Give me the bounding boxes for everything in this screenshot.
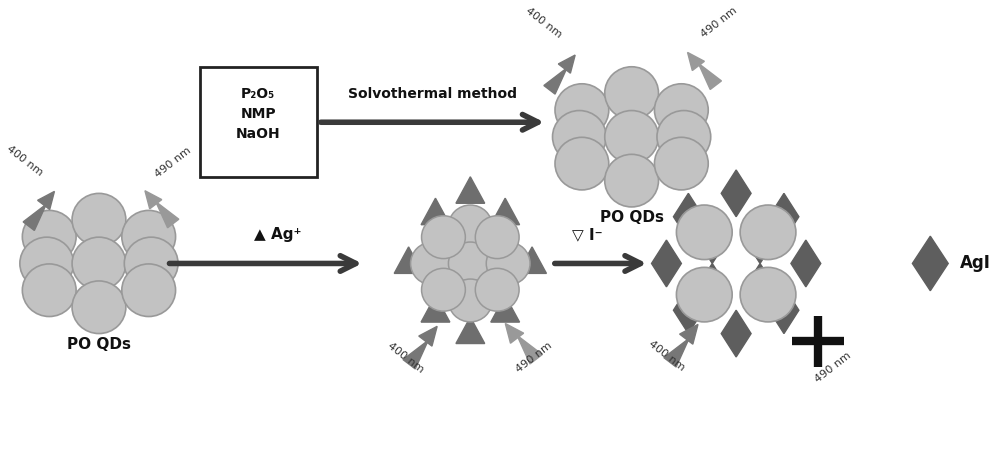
Polygon shape: [652, 240, 681, 287]
Circle shape: [122, 264, 176, 316]
Circle shape: [411, 242, 454, 285]
Circle shape: [605, 154, 658, 207]
Circle shape: [20, 237, 74, 290]
Polygon shape: [145, 191, 179, 228]
Polygon shape: [456, 177, 485, 203]
Text: PO QDs: PO QDs: [600, 210, 664, 225]
Polygon shape: [745, 263, 775, 310]
Circle shape: [486, 242, 530, 285]
Circle shape: [422, 268, 465, 311]
Polygon shape: [912, 236, 948, 291]
Polygon shape: [544, 55, 575, 94]
Polygon shape: [421, 198, 450, 225]
Polygon shape: [23, 191, 54, 230]
Polygon shape: [421, 296, 450, 322]
Text: ▲ Ag⁺: ▲ Ag⁺: [254, 227, 302, 242]
Text: 400 nm: 400 nm: [386, 340, 425, 374]
Circle shape: [654, 137, 708, 190]
Circle shape: [740, 267, 796, 322]
Polygon shape: [478, 268, 507, 295]
Text: AgI: AgI: [960, 255, 991, 272]
Polygon shape: [721, 310, 751, 357]
Polygon shape: [721, 170, 751, 217]
Text: 400 nm: 400 nm: [524, 5, 564, 39]
Circle shape: [676, 267, 732, 322]
Circle shape: [448, 205, 492, 248]
Circle shape: [448, 279, 492, 322]
Text: PO QDs: PO QDs: [67, 336, 131, 351]
Polygon shape: [688, 52, 721, 89]
Polygon shape: [434, 226, 463, 252]
Text: P₂O₅
NMP
NaOH: P₂O₅ NMP NaOH: [236, 88, 281, 141]
Text: Solvothermal method: Solvothermal method: [348, 87, 517, 101]
Circle shape: [605, 67, 658, 119]
Circle shape: [676, 205, 732, 260]
Text: 400 nm: 400 nm: [4, 144, 44, 178]
Text: 490 nm: 490 nm: [699, 5, 739, 39]
Circle shape: [448, 242, 492, 285]
Polygon shape: [491, 296, 520, 322]
Circle shape: [605, 110, 658, 163]
Polygon shape: [434, 268, 463, 295]
Circle shape: [657, 110, 711, 163]
Circle shape: [122, 211, 176, 263]
Text: 490 nm: 490 nm: [813, 350, 853, 384]
Text: 400 nm: 400 nm: [647, 338, 686, 373]
Polygon shape: [478, 226, 507, 252]
Polygon shape: [456, 317, 485, 344]
Circle shape: [475, 268, 519, 311]
Polygon shape: [769, 287, 799, 334]
Polygon shape: [673, 193, 703, 240]
Circle shape: [22, 264, 76, 316]
Circle shape: [124, 237, 178, 290]
Circle shape: [475, 216, 519, 259]
Polygon shape: [403, 326, 437, 369]
FancyBboxPatch shape: [200, 67, 317, 177]
Circle shape: [654, 84, 708, 136]
Polygon shape: [745, 217, 775, 263]
Circle shape: [72, 237, 126, 290]
Text: 490 nm: 490 nm: [514, 340, 554, 374]
Circle shape: [72, 281, 126, 334]
Circle shape: [22, 211, 76, 263]
Polygon shape: [518, 247, 546, 273]
Circle shape: [553, 110, 606, 163]
Polygon shape: [697, 263, 727, 310]
Polygon shape: [673, 287, 703, 334]
Text: ▽ I⁻: ▽ I⁻: [572, 227, 602, 242]
Circle shape: [740, 205, 796, 260]
Circle shape: [422, 216, 465, 259]
Text: 490 nm: 490 nm: [153, 146, 193, 180]
Polygon shape: [491, 198, 520, 225]
Polygon shape: [505, 323, 542, 364]
Circle shape: [555, 137, 609, 190]
Polygon shape: [697, 217, 727, 263]
Circle shape: [555, 84, 609, 136]
Polygon shape: [664, 324, 698, 367]
Polygon shape: [769, 193, 799, 240]
Polygon shape: [394, 247, 423, 273]
Polygon shape: [791, 240, 821, 287]
Circle shape: [72, 193, 126, 246]
